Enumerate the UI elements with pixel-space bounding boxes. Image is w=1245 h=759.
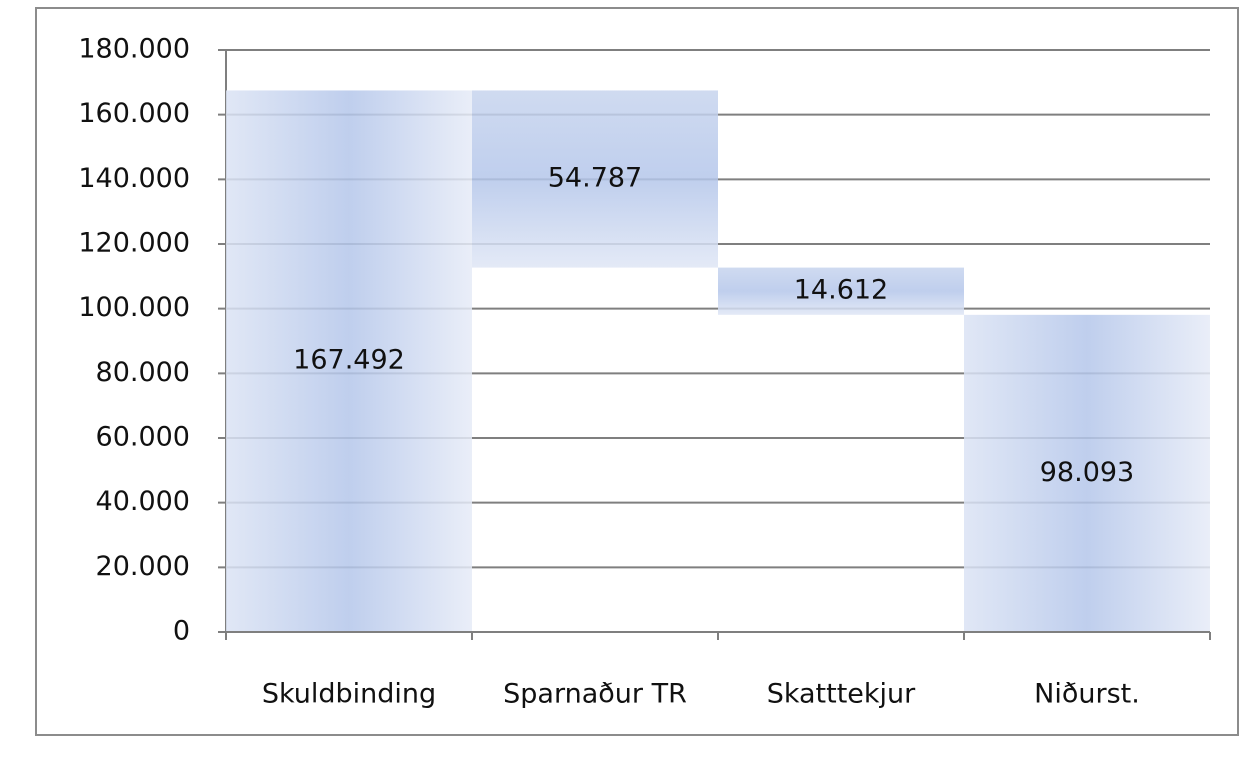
y-tick-label: 0 — [173, 616, 190, 647]
bars — [226, 90, 1210, 633]
x-tick-label: Skatttekjur — [767, 679, 916, 710]
data-label: 14.612 — [794, 275, 888, 306]
data-label: 98.093 — [1040, 457, 1134, 488]
y-tick-label: 80.000 — [96, 357, 190, 388]
y-tick-label: 160.000 — [78, 98, 190, 129]
y-tick-label: 100.000 — [78, 292, 190, 323]
data-label: 54.787 — [548, 163, 642, 194]
x-tick-label: Skuldbinding — [262, 679, 436, 710]
y-tick-label: 120.000 — [78, 228, 190, 259]
y-tick-label: 60.000 — [96, 422, 190, 453]
y-tick-label: 20.000 — [96, 551, 190, 582]
bar — [718, 267, 964, 315]
x-tick-label: Niðurst. — [1034, 679, 1140, 710]
y-tick-label: 40.000 — [96, 486, 190, 517]
x-tick-label: Sparnaður TR — [503, 679, 687, 710]
bar — [964, 314, 1210, 632]
data-label: 167.492 — [293, 345, 405, 376]
bar — [226, 90, 472, 633]
y-tick-label: 180.000 — [78, 34, 190, 65]
y-tick-label: 140.000 — [78, 163, 190, 194]
labels: 0 20.000 40.000 60.000 80.000 100.000 120.000 1… — [78, 34, 1210, 710]
bar — [472, 90, 718, 268]
